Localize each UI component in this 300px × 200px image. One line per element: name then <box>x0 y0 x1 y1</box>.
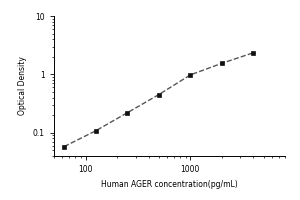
X-axis label: Human AGER concentration(pg/mL): Human AGER concentration(pg/mL) <box>101 180 238 189</box>
Y-axis label: Optical Density: Optical Density <box>18 57 27 115</box>
